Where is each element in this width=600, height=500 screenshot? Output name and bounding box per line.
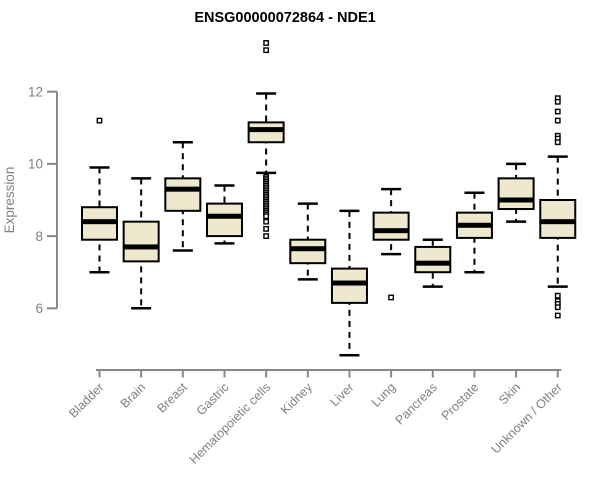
median-line xyxy=(206,213,242,219)
x-axis-category-label: Skin xyxy=(496,380,523,407)
iqr-box xyxy=(205,202,243,238)
boxplot-bladder xyxy=(81,117,118,274)
median-line xyxy=(540,219,576,225)
x-axis-category-label: Kidney xyxy=(278,380,315,417)
median-line xyxy=(290,246,326,252)
outlier-point xyxy=(263,40,270,46)
boxplot-liver xyxy=(330,209,368,357)
iqr-box xyxy=(164,177,202,212)
boxplot-hematopoietic-cells xyxy=(247,40,285,239)
x-axis-category-label: Prostate xyxy=(439,380,482,423)
x-axis-category-label: Bladder xyxy=(66,380,106,420)
median-line xyxy=(82,219,117,225)
boxplot-kidney xyxy=(289,202,327,281)
axes-layer: 6 8 10 12 Bladder Brain Breast GastricHematopoi… xyxy=(28,85,565,467)
outlier-point xyxy=(388,294,395,301)
median-line xyxy=(165,186,201,192)
boxplot-unknown-other xyxy=(539,95,577,319)
y-axis-title: Expression xyxy=(2,167,17,234)
median-line xyxy=(498,197,534,203)
median-line xyxy=(373,228,409,234)
x-axis-category-label: Unknown / Other xyxy=(489,380,565,456)
outlier-point xyxy=(554,108,561,115)
outlier-point xyxy=(263,233,270,239)
boxplot-lung xyxy=(372,187,410,301)
outlier-point xyxy=(554,117,561,124)
median-line xyxy=(123,244,159,250)
iqr-box xyxy=(497,177,535,211)
x-axis-category-label: Liver xyxy=(328,380,357,409)
outlier-point xyxy=(554,98,561,105)
iqr-box xyxy=(122,220,160,263)
iqr-box xyxy=(414,245,452,274)
median-line xyxy=(248,127,284,133)
iqr-box xyxy=(330,267,368,304)
median-line xyxy=(456,222,492,228)
x-axis-category-label: Brain xyxy=(118,380,149,411)
boxplot-pancreas xyxy=(414,238,452,288)
boxplot-brain xyxy=(122,177,160,310)
outlier-point xyxy=(554,139,561,146)
boxplot-skin xyxy=(497,162,535,223)
x-axis-category-label: Hematopoietic cells xyxy=(187,380,274,467)
outlier-point xyxy=(96,117,103,124)
iqr-box xyxy=(247,121,285,144)
outlier-point xyxy=(263,225,270,232)
boxplot-gastric xyxy=(205,184,243,245)
x-axis-category-label: Pancreas xyxy=(393,380,440,427)
outlier-point xyxy=(554,292,561,299)
y-axis-tick-label: 10 xyxy=(28,157,43,172)
boxplot-breast xyxy=(164,140,202,252)
iqr-box xyxy=(539,199,577,239)
y-axis-tick-label: 12 xyxy=(28,85,43,100)
outlier-point xyxy=(263,218,270,225)
y-axis-tick-label: 8 xyxy=(35,229,43,244)
outlier-point xyxy=(554,304,561,311)
iqr-box xyxy=(289,238,327,265)
outlier-point xyxy=(554,312,561,319)
boxplot-prostate xyxy=(455,191,493,274)
median-line xyxy=(415,260,451,266)
boxes-layer xyxy=(81,40,577,357)
chart-title: ENSG00000072864 - NDE1 xyxy=(194,10,375,26)
x-axis-category-label: Lung xyxy=(369,380,399,410)
x-axis-category-label: Breast xyxy=(154,380,190,416)
outlier-point xyxy=(263,213,270,220)
median-line xyxy=(331,280,367,286)
outlier-point xyxy=(263,47,270,54)
x-axis-category-label: Gastric xyxy=(194,380,232,418)
y-axis-tick-label: 6 xyxy=(35,301,43,316)
iqr-box xyxy=(372,211,410,241)
